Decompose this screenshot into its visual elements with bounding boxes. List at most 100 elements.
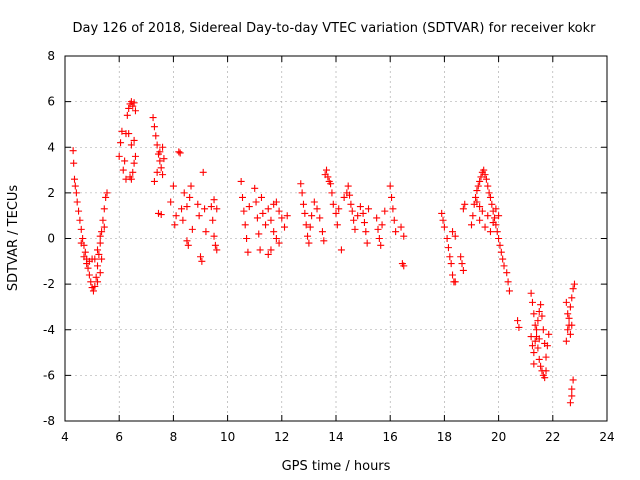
data-point — [534, 317, 542, 325]
data-point — [184, 241, 192, 249]
data-point — [255, 230, 263, 238]
data-point — [457, 253, 465, 261]
data-point — [562, 298, 570, 306]
data-point — [123, 111, 131, 119]
data-point — [542, 353, 550, 361]
data-point — [566, 399, 574, 407]
data-point — [94, 246, 102, 254]
x-tick-label: 10 — [220, 430, 235, 444]
data-point — [156, 148, 164, 156]
data-point — [327, 180, 335, 188]
data-point — [469, 212, 477, 220]
data-point — [377, 241, 385, 249]
data-point — [373, 214, 381, 222]
data-point — [493, 228, 501, 236]
data-point — [94, 262, 102, 270]
data-point — [169, 182, 177, 190]
data-point — [568, 392, 576, 400]
x-tick-label: 12 — [274, 430, 289, 444]
data-point — [257, 193, 265, 201]
data-point — [183, 237, 191, 245]
x-tick-label: 22 — [545, 430, 560, 444]
data-point — [180, 189, 188, 197]
x-tick-label: 16 — [383, 430, 398, 444]
data-point — [333, 221, 341, 229]
data-point — [252, 198, 260, 206]
data-point — [207, 203, 215, 211]
data-point — [388, 193, 396, 201]
data-point — [503, 269, 511, 277]
data-point — [251, 184, 259, 192]
data-point — [481, 223, 489, 231]
data-point — [153, 141, 161, 149]
data-point — [570, 280, 578, 288]
data-point — [565, 314, 573, 322]
data-point — [495, 212, 503, 220]
data-point — [130, 136, 138, 144]
y-tick-label: -6 — [43, 368, 55, 382]
data-point — [150, 177, 158, 185]
data-point — [159, 143, 167, 151]
data-point — [102, 193, 110, 201]
data-point — [77, 239, 85, 247]
data-point — [323, 166, 331, 174]
data-point — [400, 262, 408, 270]
y-tick-label: 2 — [47, 186, 55, 200]
data-point — [449, 271, 457, 279]
data-point — [70, 175, 78, 183]
data-point — [125, 130, 133, 138]
data-point — [240, 207, 248, 215]
data-point — [505, 287, 513, 295]
data-point — [95, 250, 103, 258]
data-point — [528, 342, 536, 350]
data-points — [69, 98, 578, 407]
data-point — [239, 193, 247, 201]
data-point — [527, 333, 535, 341]
data-point — [201, 205, 209, 213]
data-point — [443, 235, 451, 242]
data-point — [346, 191, 354, 199]
data-point — [89, 287, 97, 295]
data-point — [256, 246, 264, 254]
data-point — [461, 200, 469, 208]
data-point — [213, 246, 221, 254]
data-point — [438, 209, 446, 217]
data-point — [270, 228, 278, 236]
data-point — [172, 212, 180, 220]
data-point — [484, 212, 492, 220]
data-point — [531, 337, 539, 345]
data-point — [492, 205, 500, 213]
data-point — [486, 228, 494, 236]
data-point — [272, 235, 280, 242]
data-point — [533, 326, 541, 334]
data-point — [486, 193, 494, 201]
y-tick-labels: -8 -6 -4 -2 0 2 4 6 8 — [43, 49, 55, 428]
data-point — [316, 214, 324, 222]
data-point — [157, 211, 165, 219]
data-point — [186, 193, 194, 201]
data-point — [568, 385, 576, 393]
x-tick-labels: 4 6 8 10 12 14 16 18 20 22 24 — [61, 430, 614, 444]
data-point — [350, 216, 358, 224]
data-point — [451, 278, 459, 286]
data-point — [476, 177, 484, 185]
y-tick-label: 8 — [47, 49, 55, 63]
data-point — [96, 232, 104, 240]
data-point — [545, 330, 553, 338]
data-point — [530, 310, 538, 318]
data-point — [378, 221, 386, 229]
data-point — [244, 248, 252, 256]
data-point — [253, 214, 261, 222]
data-point — [119, 166, 127, 174]
data-point — [211, 241, 219, 249]
data-point — [94, 278, 102, 286]
data-point — [79, 235, 87, 242]
x-tick-label: 4 — [61, 430, 69, 444]
data-point — [237, 177, 245, 185]
data-point — [209, 216, 217, 224]
data-point — [308, 212, 316, 220]
data-point — [459, 205, 467, 213]
data-point — [121, 157, 129, 165]
data-point — [485, 189, 493, 197]
data-point — [310, 198, 318, 206]
